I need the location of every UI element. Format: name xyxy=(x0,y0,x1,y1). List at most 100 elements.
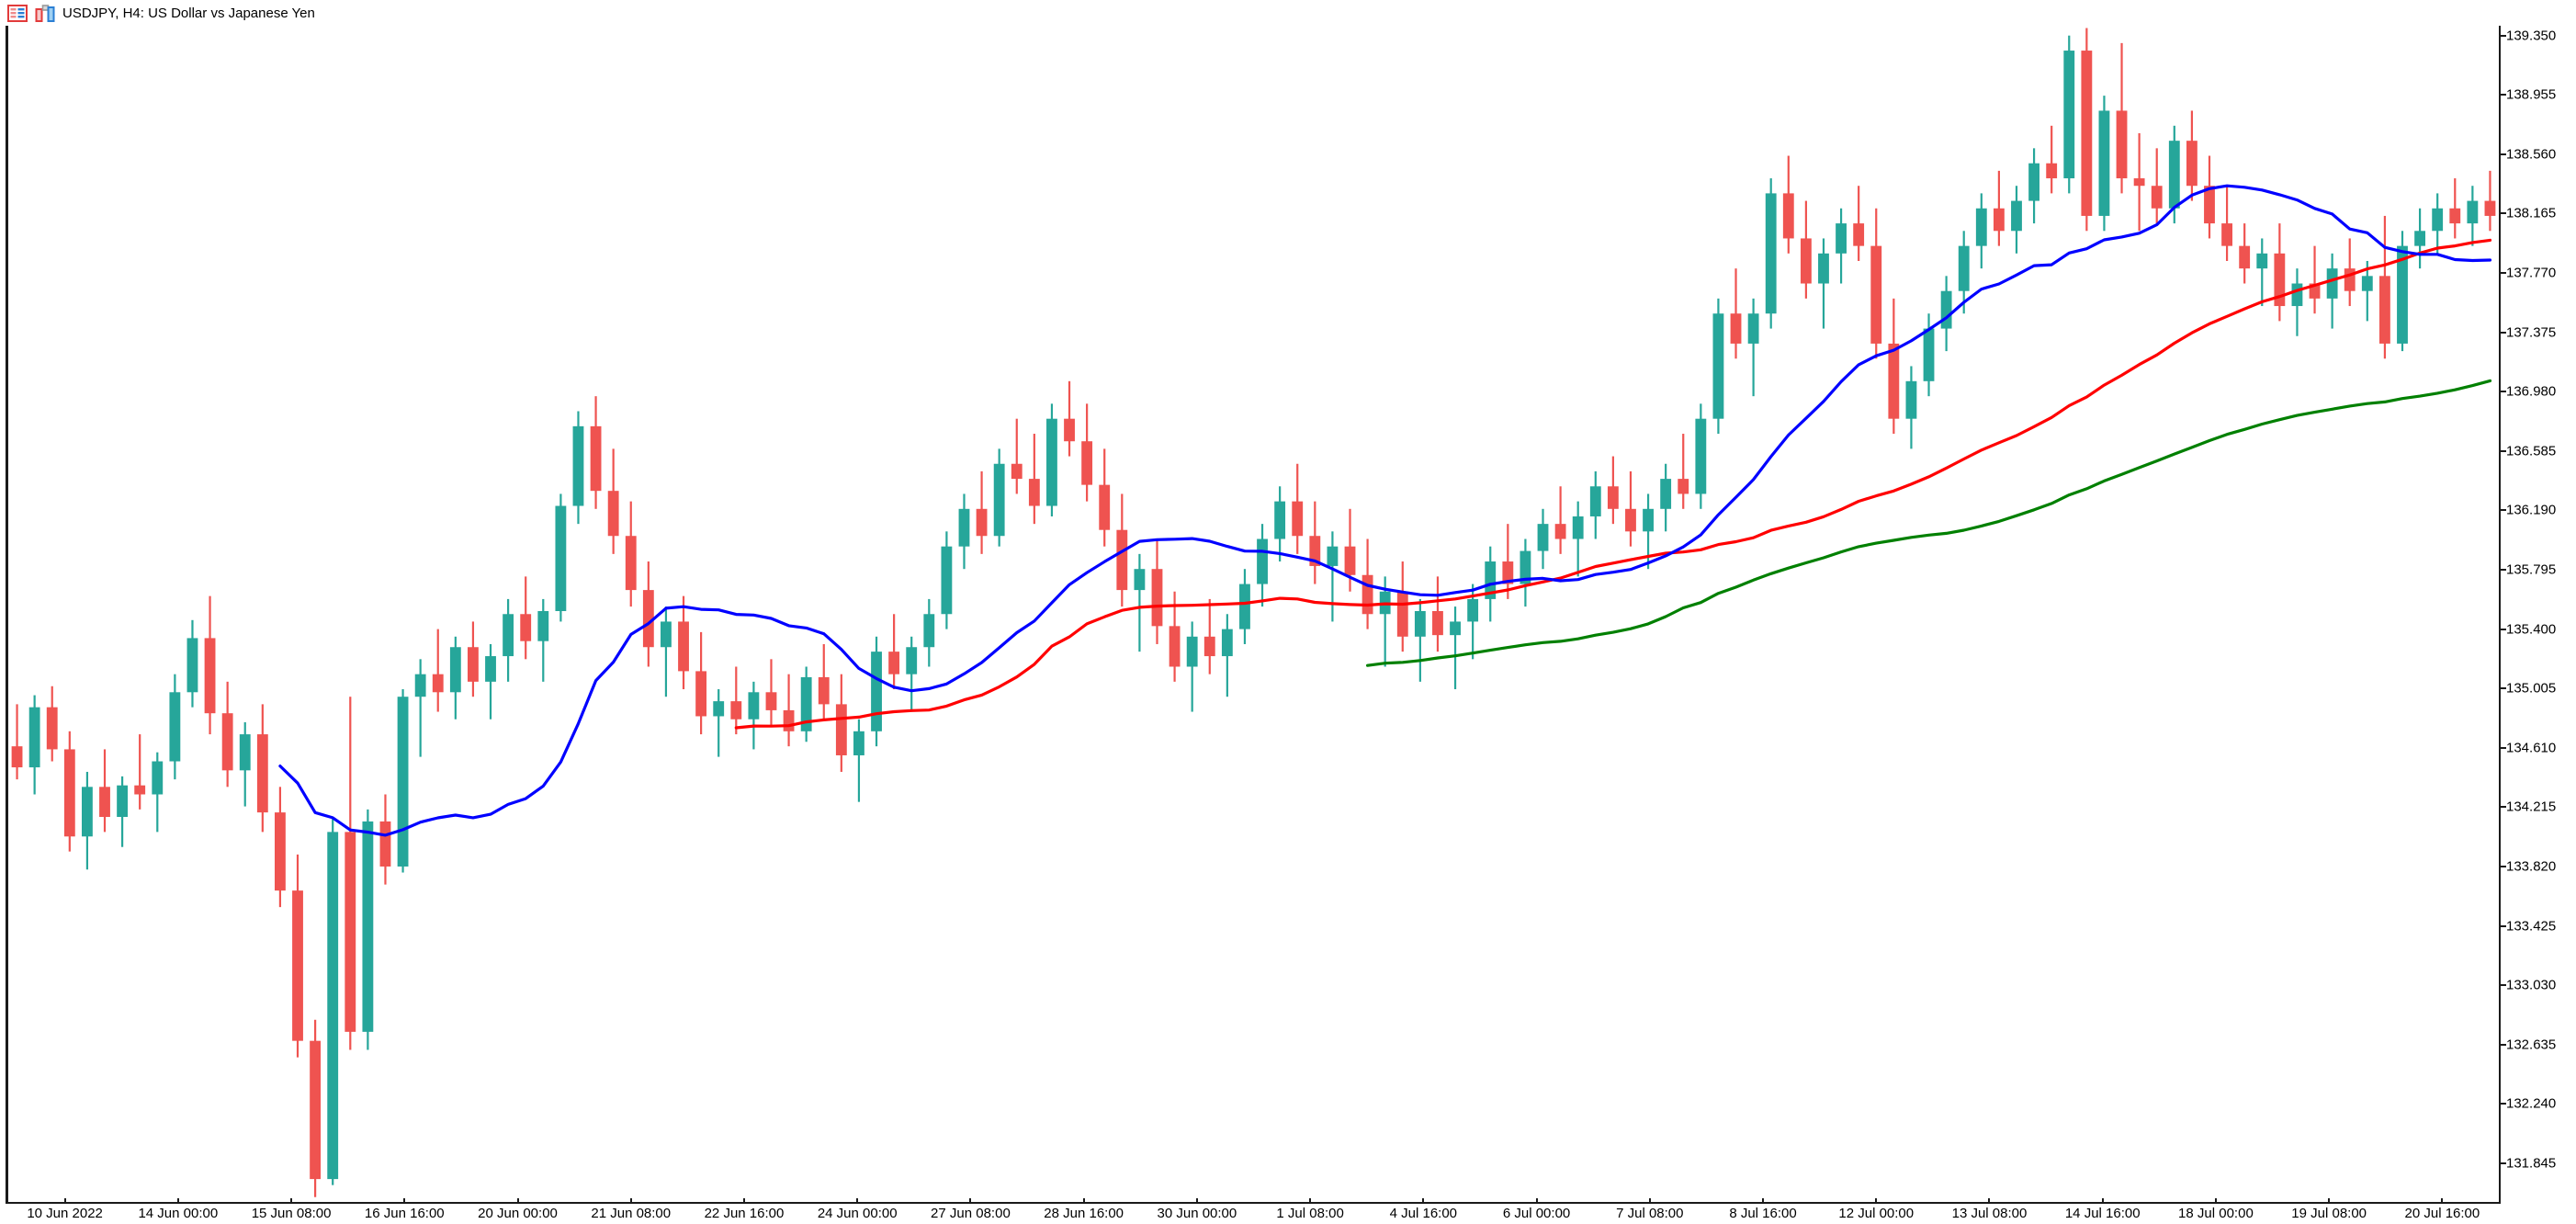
candle-wick xyxy=(1331,531,1334,622)
time-axis-label: 19 Jul 08:00 xyxy=(2291,1206,2367,1221)
time-axis-label: 21 Jun 08:00 xyxy=(591,1206,672,1221)
time-tick xyxy=(63,1198,66,1204)
candle-wick xyxy=(1629,470,1633,547)
candle-body xyxy=(1450,621,1461,636)
time-tick xyxy=(1762,1198,1765,1204)
candle-body xyxy=(1116,529,1128,591)
candle-body xyxy=(1695,418,1707,494)
candle-body xyxy=(1169,626,1181,667)
candle-body xyxy=(2221,223,2232,246)
candle-body xyxy=(397,697,409,867)
candle-body xyxy=(2344,268,2356,291)
price-tick xyxy=(2501,94,2506,96)
time-axis-label: 1 Jul 08:00 xyxy=(1276,1206,1344,1221)
candle-body xyxy=(1975,208,1987,246)
candle-body xyxy=(800,676,812,731)
candle-body xyxy=(1905,380,1917,419)
price-axis-label: 131.845 xyxy=(2506,1155,2557,1172)
time-axis-label: 14 Jul 16:00 xyxy=(2064,1206,2141,1221)
price-axis-label: 134.610 xyxy=(2506,740,2557,756)
candle-body xyxy=(853,731,864,755)
price-axis[interactable]: 139.350 138.955 138.560 138.165 137.770 137.3… xyxy=(2501,0,2576,1224)
price-axis-label: 138.560 xyxy=(2506,146,2557,163)
time-axis-label: 6 Jul 00:00 xyxy=(1502,1206,1571,1221)
candle-body xyxy=(1361,574,1373,615)
candle-body xyxy=(835,704,847,755)
candle-wick xyxy=(2261,238,2264,307)
candle-body xyxy=(537,610,549,641)
candle-body xyxy=(256,734,268,813)
candle-body xyxy=(1046,418,1057,506)
candle-body xyxy=(1870,245,1882,344)
candle-body xyxy=(590,425,602,492)
candle-body xyxy=(1396,591,1408,637)
price-tick xyxy=(2501,687,2506,690)
candle-body xyxy=(239,734,251,771)
candle-body xyxy=(11,746,23,768)
candlestick-plot[interactable] xyxy=(8,6,2499,1200)
time-axis-label: 22 Jun 16:00 xyxy=(704,1206,785,1221)
time-axis-label: 18 Jul 00:00 xyxy=(2178,1206,2254,1221)
time-axis-label: 7 Jul 08:00 xyxy=(1616,1206,1684,1221)
price-tick xyxy=(2501,806,2506,809)
candle-body xyxy=(1537,524,1549,551)
candle-body xyxy=(958,508,970,547)
time-axis-label: 30 Jun 00:00 xyxy=(1157,1206,1237,1221)
candle-body xyxy=(152,761,164,795)
candle-body xyxy=(1818,253,1829,284)
price-tick xyxy=(2501,628,2506,630)
candle-body xyxy=(414,674,426,697)
candle-body xyxy=(2256,253,2268,269)
price-axis-label: 132.635 xyxy=(2506,1037,2557,1053)
chart-list-icon[interactable] xyxy=(7,4,28,22)
price-tick xyxy=(2501,865,2506,867)
candle-body xyxy=(327,832,339,1180)
candle-body xyxy=(2361,276,2373,291)
candle-wick xyxy=(1208,598,1211,674)
candle-body xyxy=(1011,463,1022,480)
candle-body xyxy=(468,647,479,682)
candle-wick xyxy=(735,666,738,735)
price-axis-label: 134.215 xyxy=(2506,799,2557,815)
candle-body xyxy=(1572,516,1584,539)
candle-body xyxy=(2449,208,2461,224)
candle-body xyxy=(661,621,672,648)
candle-body xyxy=(2116,110,2128,179)
candle-body xyxy=(63,749,75,837)
time-tick xyxy=(2328,1198,2331,1204)
page-title: USDJPY, H4: US Dollar vs Japanese Yen xyxy=(62,5,315,21)
candle-body xyxy=(1625,508,1636,532)
ma-fast-line xyxy=(278,184,2492,837)
candle-body xyxy=(1782,193,1794,239)
time-axis-label: 10 Jun 2022 xyxy=(27,1206,103,1221)
candle-body xyxy=(2046,163,2058,179)
candle-body xyxy=(1309,536,1321,566)
candle-body xyxy=(2378,276,2390,344)
time-axis-label: 20 Jun 00:00 xyxy=(478,1206,558,1221)
bar-chart-icon[interactable] xyxy=(35,4,55,22)
price-tick xyxy=(2501,1043,2506,1046)
candle-body xyxy=(1747,313,1759,344)
candle-body xyxy=(1712,313,1724,419)
time-axis[interactable]: 10 Jun 2022 14 Jun 00:00 15 Jun 08:00 16 Ju… xyxy=(0,1198,2576,1224)
time-axis-label: 8 Jul 16:00 xyxy=(1729,1206,1797,1221)
candle-body xyxy=(572,425,584,506)
candle-wick xyxy=(857,719,861,802)
price-axis-label: 133.820 xyxy=(2506,858,2557,875)
price-tick xyxy=(2501,331,2506,334)
candle-body xyxy=(2063,51,2075,179)
ma-mid-line xyxy=(734,238,2492,730)
candle-body xyxy=(642,590,654,648)
candle-wick xyxy=(2051,125,2053,194)
candle-body xyxy=(976,508,988,537)
time-axis-label: 24 Jun 00:00 xyxy=(817,1206,898,1221)
time-axis-label: 27 Jun 08:00 xyxy=(931,1206,1011,1221)
price-tick xyxy=(2501,509,2506,512)
candle-wick xyxy=(717,689,720,757)
candle-body xyxy=(1958,245,1970,291)
time-tick xyxy=(969,1198,972,1204)
price-tick xyxy=(2501,34,2506,37)
chart-header: USDJPY, H4: US Dollar vs Japanese Yen xyxy=(0,0,2576,26)
time-tick xyxy=(1648,1198,1651,1204)
